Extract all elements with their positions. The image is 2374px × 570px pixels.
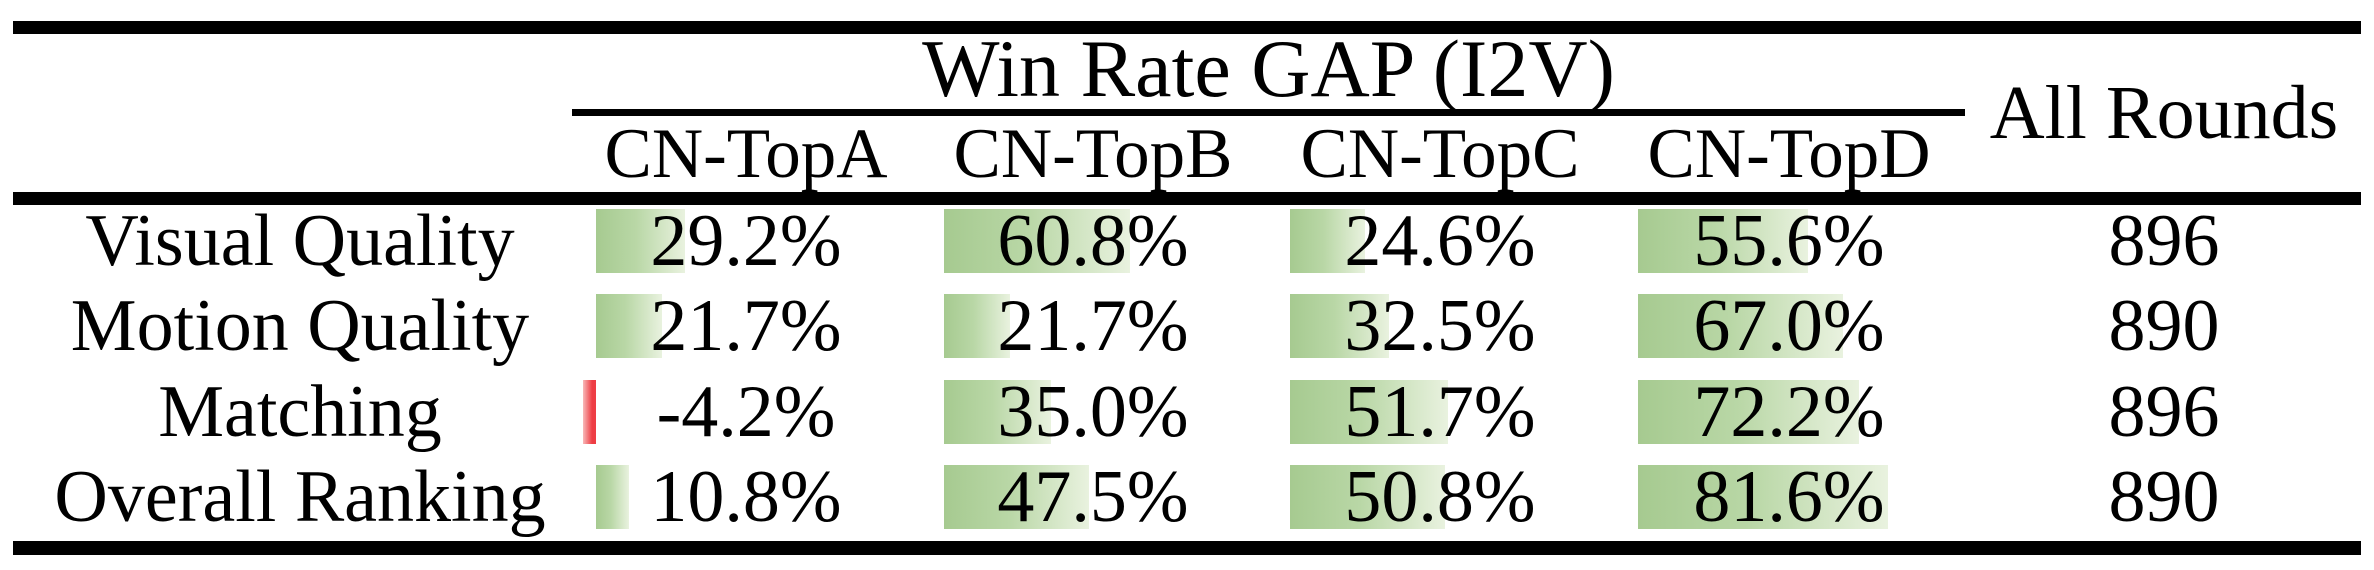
all-rounds-cell: 890	[1964, 455, 2364, 540]
table-row: Visual Quality 29.2% 60.8% 24.6% 55.6% 896	[0, 199, 2374, 284]
row-label-text: Visual Quality	[85, 200, 515, 282]
row-label-text: Overall Ranking	[54, 455, 546, 538]
column-header-cn-topc: CN-TopC	[1266, 114, 1614, 193]
positive-value-bar	[944, 209, 1131, 273]
value-cell: 51.7%	[1266, 370, 1614, 455]
positive-value-bar	[1638, 209, 1809, 273]
group-header-underline-rule	[572, 109, 1965, 116]
table-row: Overall Ranking 10.8% 47.5% 50.8% 81.6% 890	[0, 455, 2374, 540]
value-text: 47.5%	[997, 455, 1189, 538]
row-label: Visual Quality	[24, 199, 576, 284]
value-cell: 35.0%	[920, 370, 1266, 455]
positive-value-bar	[596, 294, 663, 359]
value-text: 21.7%	[650, 285, 842, 368]
value-cell: 60.8%	[920, 199, 1266, 284]
negative-value-bar	[583, 379, 596, 444]
row-label: Overall Ranking	[24, 455, 576, 540]
positive-value-bar	[1638, 379, 1859, 444]
column-header-cn-topd: CN-TopD	[1614, 114, 1964, 193]
group-header: Win Rate GAP (I2V)	[572, 23, 1965, 114]
value-text: 51.7%	[1344, 370, 1536, 453]
value-text: 50.8%	[1344, 455, 1536, 538]
positive-value-bar	[1290, 294, 1390, 359]
table-row: Matching -4.2% 35.0% 51.7% 72.2% 896	[0, 370, 2374, 455]
positive-value-bar	[944, 294, 1011, 359]
column-header-label: CN-TopC	[1300, 114, 1580, 193]
group-header-label: Win Rate GAP (I2V)	[922, 23, 1615, 114]
column-header-label: CN-TopB	[953, 114, 1233, 193]
value-text: 24.6%	[1344, 200, 1536, 282]
all-rounds-cell: 890	[1964, 284, 2364, 369]
all-rounds-value: 890	[2108, 455, 2220, 538]
value-cell: 81.6%	[1614, 455, 1964, 540]
positive-value-bar	[944, 379, 1052, 444]
value-cell: 32.5%	[1266, 284, 1614, 369]
value-cell: 47.5%	[920, 455, 1266, 540]
all-rounds-cell: 896	[1964, 199, 2364, 284]
column-header-cn-topb: CN-TopB	[920, 114, 1266, 193]
positive-value-bar	[1290, 464, 1446, 529]
value-text: 67.0%	[1693, 285, 1885, 368]
row-label-text: Motion Quality	[70, 285, 530, 368]
all-rounds-value: 896	[2108, 370, 2220, 453]
value-text: 32.5%	[1344, 285, 1536, 368]
row-label-text: Matching	[158, 370, 442, 453]
value-cell: 67.0%	[1614, 284, 1964, 369]
positive-value-bar	[596, 209, 686, 273]
all-rounds-value: 896	[2108, 200, 2220, 282]
value-cell: 72.2%	[1614, 370, 1964, 455]
value-text: 21.7%	[997, 285, 1189, 368]
value-cell: 24.6%	[1266, 199, 1614, 284]
value-cell: 10.8%	[572, 455, 920, 540]
column-header-cn-topa: CN-TopA	[572, 114, 920, 193]
value-cell: 55.6%	[1614, 199, 1964, 284]
positive-value-bar	[1290, 379, 1449, 444]
value-text: 55.6%	[1693, 200, 1885, 282]
positive-value-bar	[596, 464, 630, 529]
all-rounds-cell: 896	[1964, 370, 2364, 455]
positive-value-bar	[944, 464, 1090, 529]
value-text: 60.8%	[997, 200, 1189, 282]
header-separator-rule	[13, 192, 2361, 205]
value-text: -4.2%	[656, 370, 836, 453]
table-row: Motion Quality 21.7% 21.7% 32.5% 67.0% 890	[0, 284, 2374, 369]
value-text: 81.6%	[1693, 455, 1885, 538]
value-text: 29.2%	[650, 200, 842, 282]
bottom-rule	[13, 541, 2361, 555]
top-rule	[13, 21, 2361, 34]
value-cell: 21.7%	[572, 284, 920, 369]
value-text: 72.2%	[1693, 370, 1885, 453]
all-rounds-header-label: All Rounds	[1989, 71, 2339, 155]
value-cell: 21.7%	[920, 284, 1266, 369]
column-header-label: CN-TopA	[604, 114, 888, 193]
all-rounds-value: 890	[2108, 285, 2220, 368]
positive-value-bar	[1290, 209, 1366, 273]
column-header-label: CN-TopD	[1647, 114, 1931, 193]
value-text: 10.8%	[650, 455, 842, 538]
value-text: 35.0%	[997, 370, 1189, 453]
positive-value-bar	[1638, 294, 1844, 359]
positive-value-bar	[1638, 464, 1888, 529]
row-label: Motion Quality	[24, 284, 576, 369]
value-cell: 50.8%	[1266, 455, 1614, 540]
row-label: Matching	[24, 370, 576, 455]
all-rounds-header: All Rounds	[1964, 35, 2364, 192]
value-cell: 29.2%	[572, 199, 920, 284]
value-cell: -4.2%	[572, 370, 920, 455]
